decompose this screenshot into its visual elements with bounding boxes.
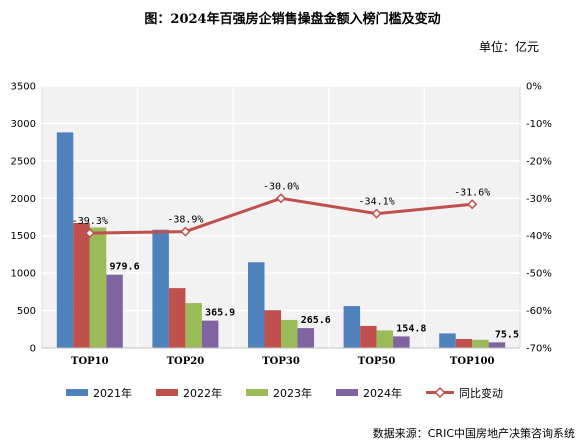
legend-label: 2023年 [273, 386, 312, 400]
bar-2022年-TOP100 [455, 339, 473, 348]
y-axis-tick-label: 1500 [11, 231, 36, 242]
y-axis-tick-label: 2000 [11, 194, 36, 205]
y2-axis-tick-label: -40% [526, 231, 552, 242]
y-axis-tick-label: 1000 [11, 269, 36, 280]
line-point-label: -31.6% [454, 187, 490, 198]
line-point-label: -30.0% [263, 181, 299, 192]
legend-swatch-2024年 [336, 389, 358, 396]
legend-swatch-2021年 [66, 389, 88, 396]
bar-data-label: 365.9 [205, 308, 235, 319]
line-point-label: -39.3% [72, 216, 108, 227]
line-point-marker [84, 228, 95, 239]
line-point-label: -38.9% [167, 215, 203, 226]
bar-data-label: 75.5 [495, 329, 519, 340]
y2-axis-tick-label: -60% [526, 306, 552, 317]
bar-2024年-TOP100 [488, 342, 506, 348]
source-note: 数据来源：CRIC中国房地产决策咨询系统 [372, 427, 575, 440]
bar-data-label: 979.6 [109, 262, 139, 273]
y-axis-tick-label: 0 [30, 344, 36, 355]
bar-2024年-TOP20 [201, 320, 219, 348]
bar-2023年-TOP100 [472, 339, 489, 348]
x-axis-category-label: TOP10 [71, 356, 109, 367]
bar-2023年-TOP50 [376, 330, 394, 348]
x-axis-category-label: TOP50 [358, 356, 396, 367]
bar-2022年-TOP20 [168, 288, 186, 348]
legend-label: 2024年 [363, 386, 402, 400]
legend-swatch-2022年 [156, 389, 178, 396]
bar-2023年-TOP20 [185, 303, 202, 348]
legend-label: 2022年 [183, 386, 222, 400]
x-axis-category-label: TOP100 [450, 356, 495, 367]
bar-2022年-TOP10 [73, 222, 90, 348]
y2-axis-tick-label: -20% [526, 156, 552, 167]
bar-2024年-TOP10 [106, 274, 123, 348]
y-axis-tick-label: 500 [17, 306, 36, 317]
x-axis-category-label: TOP20 [167, 356, 205, 367]
y-axis-tick-label: 2500 [11, 156, 36, 167]
bar-2023年-TOP30 [281, 319, 298, 348]
line-point-marker [275, 193, 287, 204]
unit-label: 单位：亿元 [478, 40, 539, 54]
bar-2021年-TOP20 [152, 229, 169, 348]
bar-2021年-TOP100 [439, 333, 456, 348]
x-axis-category-label: TOP30 [262, 356, 300, 367]
legend-swatch-2023年 [246, 389, 268, 396]
line-point-label: -34.1% [359, 197, 395, 208]
y-axis-tick-label: 3500 [11, 82, 36, 93]
line-point-marker [371, 208, 382, 219]
bar-2021年-TOP30 [248, 262, 265, 348]
y-axis-tick-label: 3000 [11, 119, 36, 130]
bar-2023年-TOP10 [89, 227, 107, 348]
line-point-marker [467, 199, 478, 210]
bar-2021年-TOP10 [56, 132, 74, 348]
bar-data-label: 154.8 [396, 323, 426, 334]
bar-data-label: 265.6 [301, 315, 331, 326]
y2-axis-tick-label: -50% [526, 269, 552, 280]
y2-axis-tick-label: -10% [526, 119, 552, 130]
bar-2022年-TOP30 [264, 310, 281, 348]
y2-axis-tick-label: -30% [526, 194, 552, 205]
bar-2024年-TOP50 [393, 336, 410, 348]
legend-label: 2021年 [93, 386, 132, 400]
line-point-marker [180, 226, 191, 237]
chart-title: 图：2024年百强房企销售操盘金额入榜门槛及变动 [144, 12, 441, 27]
legend-line-marker [434, 386, 446, 399]
y2-axis-tick-label: -70% [526, 344, 552, 355]
bar-2022年-TOP50 [360, 325, 377, 348]
bar-2024年-TOP30 [297, 328, 314, 348]
bar-2021年-TOP50 [343, 306, 361, 348]
legend-label: 同比变动 [459, 386, 503, 400]
y2-axis-tick-label: 0% [526, 82, 542, 93]
